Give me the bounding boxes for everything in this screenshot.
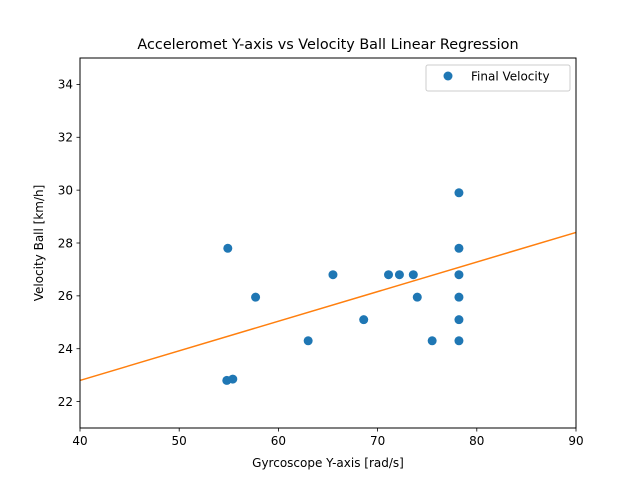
x-axis-ticks: 40 50 60 70 80 90 xyxy=(72,428,584,448)
y-tick-label: 22 xyxy=(58,395,73,409)
data-point xyxy=(359,315,369,325)
x-tick-label: 90 xyxy=(568,434,583,448)
data-point xyxy=(394,270,404,280)
legend-frame xyxy=(425,64,571,92)
data-point xyxy=(228,374,238,384)
data-point xyxy=(454,336,464,346)
chart-title: Acceleromet Y-axis vs Velocity Ball Line… xyxy=(137,37,518,53)
x-tick-label: 70 xyxy=(370,434,385,448)
data-point xyxy=(328,270,338,280)
x-tick-label: 60 xyxy=(271,434,286,448)
regression-line xyxy=(79,231,577,382)
y-axis-label: Velocity Ball [km/h] xyxy=(32,185,46,302)
data-point xyxy=(303,336,313,346)
legend-marker xyxy=(443,71,453,81)
y-tick-label: 32 xyxy=(58,131,73,145)
data-point xyxy=(454,292,464,302)
y-tick-label: 24 xyxy=(58,342,73,356)
x-tick-label: 80 xyxy=(469,434,484,448)
data-point xyxy=(251,292,261,302)
x-tick-label: 40 xyxy=(72,434,87,448)
data-point xyxy=(223,243,233,253)
data-point xyxy=(427,336,437,346)
y-tick-label: 30 xyxy=(58,183,73,197)
data-point xyxy=(412,292,422,302)
y-axis-ticks: 22 24 26 28 30 32 34 xyxy=(58,78,80,409)
legend: Final Velocity xyxy=(425,64,571,92)
y-tick-label: 26 xyxy=(58,289,73,303)
data-point xyxy=(454,270,464,280)
data-point xyxy=(454,188,464,198)
legend-label: Final Velocity xyxy=(471,70,550,84)
plot-area xyxy=(79,188,577,385)
data-point xyxy=(384,270,394,280)
data-point xyxy=(408,270,418,280)
data-point xyxy=(454,315,464,325)
y-tick-label: 28 xyxy=(58,236,73,250)
data-point xyxy=(454,243,464,253)
x-tick-label: 50 xyxy=(172,434,187,448)
y-tick-label: 34 xyxy=(58,78,73,92)
x-axis-label: Gyrcoscope Y-axis [rad/s] xyxy=(252,456,404,470)
